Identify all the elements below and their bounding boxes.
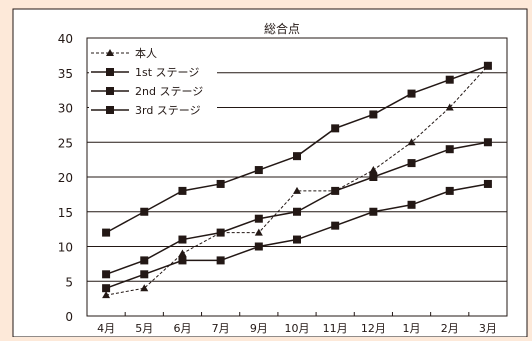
data-point: [178, 235, 187, 244]
data-point: [293, 235, 301, 244]
x-tick-label: 3月: [479, 322, 497, 335]
legend-swatch-marker: [106, 87, 114, 95]
data-point: [445, 145, 454, 154]
y-tick-label: 25: [58, 136, 73, 150]
data-point: [369, 173, 378, 181]
data-point: [445, 103, 454, 111]
data-point: [331, 186, 340, 195]
legend-swatch-marker: [106, 68, 114, 76]
x-tick-label: 1月: [403, 322, 421, 335]
legend: 本人 1st ステージ 2nd ステージ 3rd ステージ: [89, 44, 217, 122]
x-tick-label: 2月: [441, 322, 459, 335]
x-tick-label: 11月: [323, 322, 348, 335]
data-point: [140, 284, 149, 292]
x-tick-label: 9月: [250, 322, 268, 335]
legend-label: 1st ステージ: [135, 66, 199, 79]
legend-swatch-marker: [106, 106, 114, 114]
data-point: [483, 61, 492, 70]
legend-item: 本人: [91, 46, 157, 60]
chart-title: 総合点: [264, 21, 300, 36]
data-point: [293, 207, 301, 216]
data-point: [102, 291, 111, 299]
y-tick-label: 5: [65, 275, 73, 289]
data-point: [216, 228, 225, 237]
data-point: [216, 256, 225, 265]
data-point: [369, 207, 378, 216]
x-tick-label: 12月: [361, 322, 386, 335]
data-point: [254, 214, 263, 223]
data-point: [369, 166, 378, 174]
data-point: [102, 228, 111, 237]
data-point: [293, 186, 301, 194]
data-point: [483, 138, 492, 147]
y-tick-label: 15: [58, 206, 73, 220]
data-point: [254, 228, 263, 236]
data-point: [178, 256, 187, 265]
y-tick-label: 40: [58, 32, 73, 46]
data-point: [407, 200, 416, 209]
legend-item: 3rd ステージ: [91, 104, 201, 117]
y-tick-label: 0: [65, 310, 73, 324]
grid: [86, 37, 508, 317]
y-tick-label: 35: [58, 67, 73, 81]
data-point: [445, 75, 454, 84]
data-point: [102, 284, 111, 293]
plot-area: [86, 37, 508, 317]
legend-item: 2nd ステージ: [91, 85, 203, 98]
series-3: [102, 138, 492, 279]
data-point: [102, 270, 111, 279]
y-tick-label: 30: [58, 102, 73, 116]
x-axis-ticks: 4月 5月 6月 7月 9月 10月 11月 12月 1月 2月 3月: [86, 312, 508, 335]
data-point: [331, 221, 340, 230]
data-point: [178, 186, 187, 195]
y-tick-label: 10: [58, 241, 73, 255]
data-point: [140, 207, 149, 216]
x-tick-label: 7月: [212, 322, 230, 335]
y-axis-ticks: 0 5 10 15 20 25 30 35 40: [58, 32, 73, 324]
data-point: [216, 179, 225, 188]
data-point: [407, 138, 416, 146]
data-point: [407, 89, 416, 98]
data-point: [140, 270, 149, 279]
legend-item: 1st ステージ: [91, 66, 199, 79]
data-point: [445, 186, 454, 195]
data-point: [254, 166, 263, 175]
series-group: [102, 61, 492, 299]
data-point: [293, 152, 301, 161]
x-tick-label: 4月: [97, 322, 115, 335]
data-point: [483, 179, 492, 188]
legend-swatch-marker: [106, 49, 114, 56]
x-tick-label: 5月: [135, 322, 153, 335]
legend-label: 本人: [135, 46, 157, 60]
data-point: [331, 124, 340, 133]
data-point: [140, 256, 149, 265]
legend-label: 2nd ステージ: [135, 85, 203, 98]
data-point: [407, 159, 416, 168]
series-2: [102, 61, 492, 237]
legend-label: 3rd ステージ: [135, 104, 201, 117]
series-4: [102, 179, 492, 293]
data-point: [254, 242, 263, 251]
x-tick-label: 10月: [285, 322, 310, 335]
y-tick-label: 20: [58, 171, 73, 185]
x-tick-label: 6月: [173, 322, 191, 335]
data-point: [369, 110, 378, 119]
data-point: [178, 249, 187, 257]
